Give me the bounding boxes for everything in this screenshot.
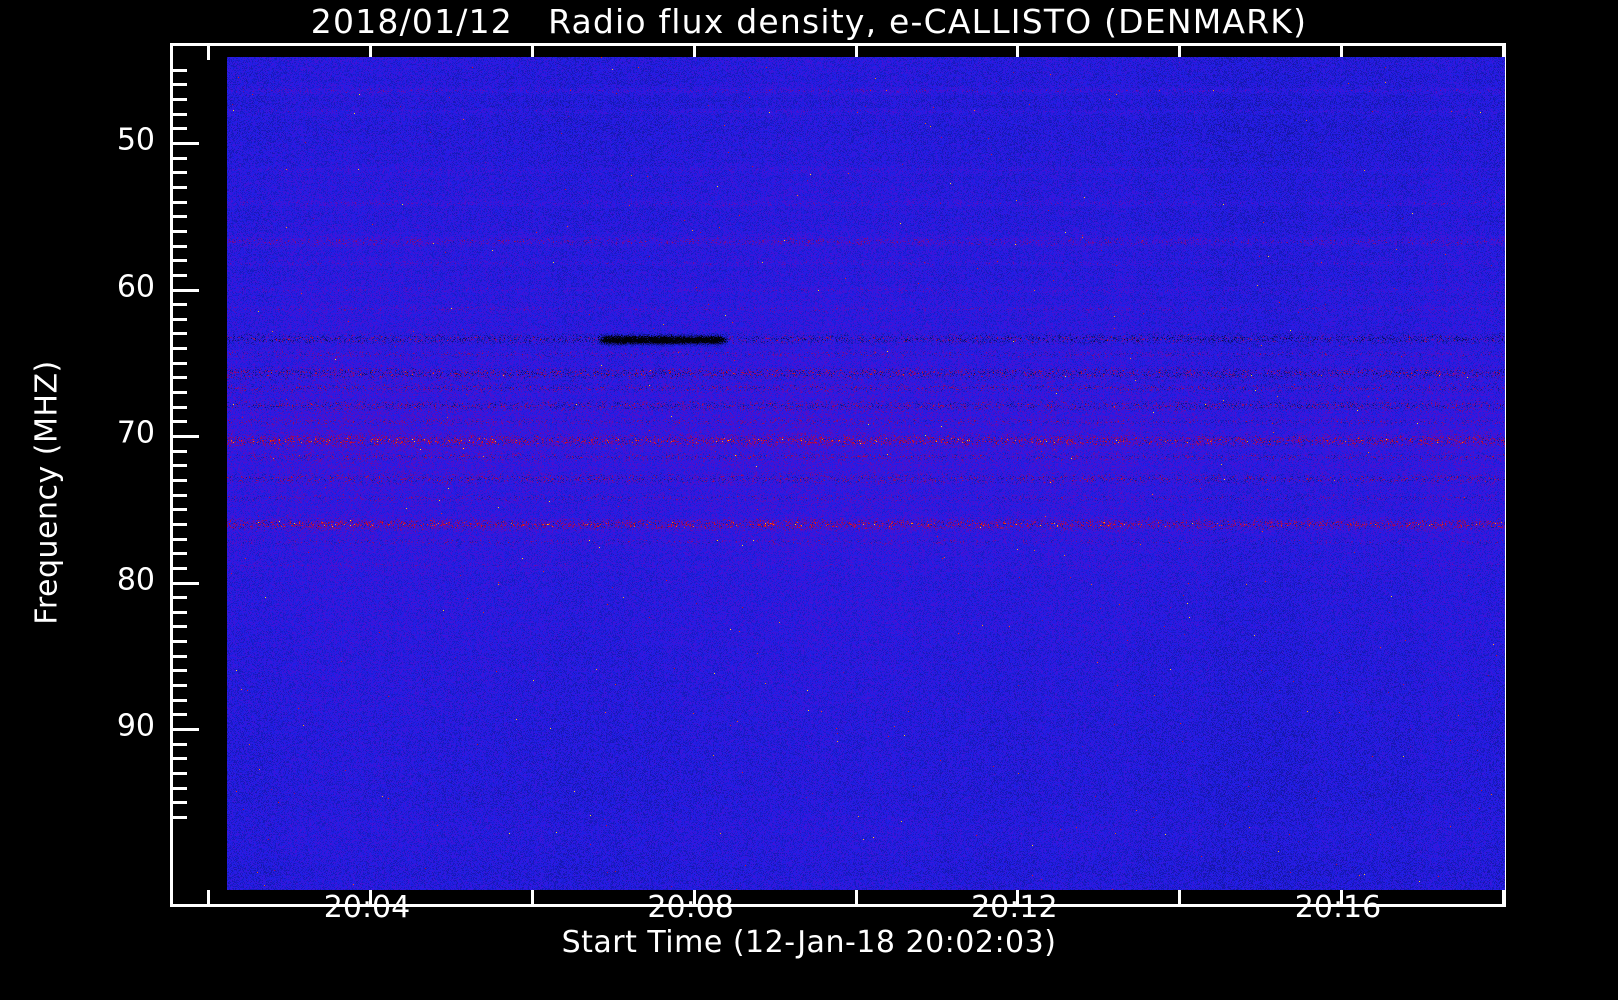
y-minor-tick [173, 215, 187, 219]
y-minor-tick [173, 391, 187, 395]
y-major-tick [173, 728, 199, 731]
x-major-tick [692, 878, 696, 904]
y-major-tick [173, 288, 199, 292]
y-minor-tick [173, 464, 187, 468]
y-minor-tick [173, 420, 187, 424]
x-minor-tick [207, 46, 211, 60]
y-major-tick [173, 435, 199, 438]
x-axis-title: Start Time (12-Jan-18 20:02:03) [561, 925, 1057, 960]
y-minor-tick [173, 566, 187, 570]
y-major-tick [173, 581, 199, 585]
y-tick-label: 80 [116, 562, 155, 597]
x-tick-label: 20:12 [971, 890, 1058, 925]
x-minor-tick [1178, 890, 1182, 904]
y-minor-tick [173, 244, 187, 248]
x-minor-tick [1178, 46, 1182, 60]
y-minor-tick [173, 757, 187, 761]
y-minor-tick [173, 537, 187, 541]
spectrogram-image [227, 57, 1505, 890]
x-tick-label: 20:16 [1294, 890, 1382, 925]
x-major-tick [369, 878, 372, 904]
y-minor-tick [173, 361, 187, 365]
y-tick-label: 50 [116, 122, 155, 158]
y-minor-tick [173, 273, 187, 277]
y-minor-tick [173, 684, 187, 688]
y-minor-tick [173, 713, 187, 717]
x-minor-tick [854, 890, 858, 904]
y-minor-tick [173, 801, 187, 805]
y-axis-title: Frequency (MHZ) [29, 360, 65, 625]
y-minor-tick [173, 742, 187, 746]
y-minor-tick [173, 405, 187, 409]
y-minor-tick [173, 552, 187, 556]
y-minor-tick [173, 522, 187, 526]
y-minor-tick [173, 98, 187, 102]
x-minor-tick [1501, 890, 1505, 904]
y-minor-tick [173, 200, 187, 204]
y-minor-tick [173, 508, 187, 512]
y-tick-label: 60 [116, 269, 155, 304]
x-minor-tick [1501, 46, 1505, 60]
x-tick-label: 20:04 [323, 890, 411, 925]
y-minor-tick [173, 68, 187, 72]
y-minor-tick [173, 786, 187, 790]
y-minor-tick [173, 698, 187, 702]
y-minor-tick [173, 376, 187, 380]
y-minor-tick [173, 815, 187, 819]
y-tick-label: 90 [116, 708, 155, 744]
y-minor-tick [173, 185, 187, 189]
page-title: 2018/01/12 Radio flux density, e-CALLIST… [310, 2, 1308, 41]
x-tick-label: 20:08 [647, 890, 734, 925]
y-minor-tick [173, 112, 187, 116]
y-minor-tick [173, 171, 187, 175]
y-minor-tick [173, 317, 187, 321]
y-minor-tick [173, 127, 187, 131]
y-minor-tick [173, 771, 187, 775]
y-minor-tick [173, 332, 187, 336]
x-major-tick [1016, 878, 1020, 904]
y-minor-tick [173, 229, 187, 233]
y-minor-tick [173, 640, 187, 644]
y-minor-tick [173, 493, 187, 497]
y-minor-tick [173, 610, 187, 614]
x-minor-tick [530, 890, 534, 904]
x-minor-tick [530, 46, 534, 60]
y-minor-tick [173, 654, 187, 658]
x-major-tick [1340, 878, 1343, 904]
y-minor-tick [173, 669, 187, 673]
y-minor-tick [173, 625, 187, 629]
y-minor-tick [173, 449, 187, 453]
y-minor-tick [173, 303, 187, 307]
y-minor-tick [173, 478, 187, 482]
y-minor-tick [173, 83, 187, 87]
y-tick-label: 70 [116, 415, 155, 451]
y-minor-tick [173, 596, 187, 600]
x-minor-tick [854, 46, 858, 60]
y-minor-tick [173, 259, 187, 263]
y-major-tick [173, 142, 199, 145]
x-minor-tick [207, 890, 211, 904]
y-minor-tick [173, 347, 187, 351]
y-minor-tick [173, 156, 187, 160]
